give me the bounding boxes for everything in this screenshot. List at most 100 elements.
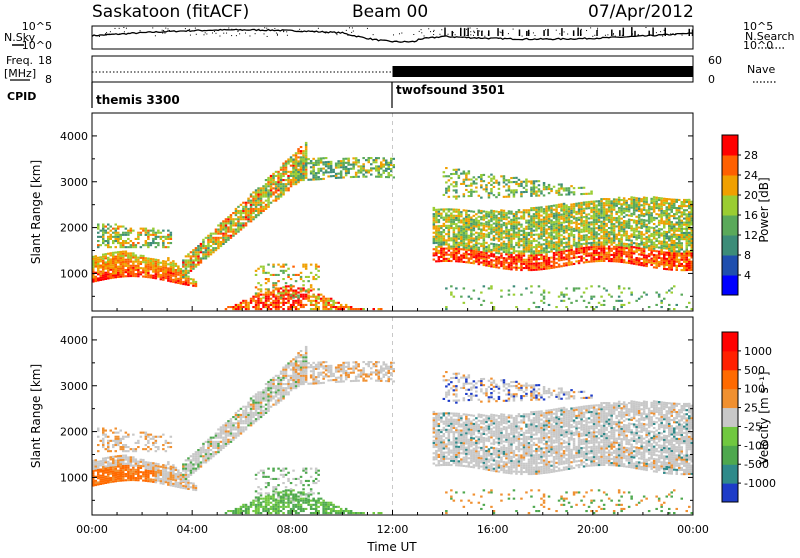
- heatmap-cell: [197, 251, 200, 253]
- heatmap-cell: [490, 263, 493, 265]
- heatmap-cell: [320, 159, 323, 161]
- heatmap-cell: [185, 268, 188, 270]
- heatmap-cell: [132, 252, 135, 254]
- heatmap-cell: [220, 233, 223, 235]
- heatmap-cell: [195, 257, 198, 259]
- heatmap-cell: [595, 237, 598, 239]
- heatmap-cell: [267, 202, 270, 204]
- noise-search-dot: [124, 33, 125, 34]
- heatmap-cell: [620, 228, 623, 230]
- heatmap-cell: [545, 228, 548, 230]
- heatmap-cell: [167, 238, 170, 240]
- heatmap-cell: [686, 215, 689, 217]
- heatmap-cell: [528, 242, 531, 244]
- noise-search-dot: [645, 27, 646, 28]
- heatmap-cell: [445, 219, 448, 221]
- heatmap-cell: [671, 207, 674, 209]
- heatmap-cell: [550, 240, 553, 242]
- heatmap-cell: [650, 214, 653, 216]
- heatmap-cell: [568, 206, 571, 208]
- heatmap-cell: [350, 176, 353, 178]
- heatmap-cell: [640, 241, 643, 243]
- heatmap-cell: [167, 234, 170, 236]
- heatmap-cell: [280, 287, 283, 289]
- heatmap-cell: [312, 288, 315, 290]
- heatmap-cell: [633, 203, 636, 205]
- noise-search-dot: [299, 29, 300, 30]
- heatmap-cell: [125, 240, 128, 242]
- heatmap-cell: [683, 255, 686, 257]
- heatmap-cell: [302, 158, 305, 160]
- heatmap-cell: [598, 200, 601, 202]
- heatmap-cell: [573, 234, 576, 236]
- heatmap-cell: [485, 254, 488, 256]
- heatmap-cell: [570, 253, 573, 255]
- heatmap-cell: [305, 177, 308, 179]
- heatmap-cell: [458, 244, 461, 246]
- heatmap-cell: [190, 251, 193, 253]
- heatmap-cell: [686, 236, 689, 238]
- heatmap-cell: [443, 250, 446, 252]
- heatmap-cell: [152, 262, 155, 264]
- heatmap-cell: [380, 308, 383, 310]
- heatmap-cell: [648, 306, 651, 308]
- heatmap-cell: [267, 204, 270, 206]
- heatmap-cell: [563, 248, 566, 250]
- heatmap-cell: [560, 259, 563, 261]
- heatmap-cell: [673, 230, 676, 232]
- heatmap-cell: [455, 196, 458, 198]
- heatmap-cell: [285, 292, 288, 294]
- heatmap-cell: [247, 220, 250, 222]
- heatmap-cell: [257, 288, 260, 290]
- heatmap-cell: [470, 221, 473, 223]
- heatmap-cell: [635, 236, 638, 238]
- heatmap-cell: [688, 263, 691, 265]
- heatmap-cell: [666, 237, 669, 239]
- heatmap-cell: [207, 239, 210, 241]
- heatmap-cell: [598, 202, 601, 204]
- heatmap-cell: [535, 263, 538, 265]
- heatmap-cell: [445, 208, 448, 210]
- heatmap-cell: [548, 259, 551, 261]
- heatmap-cell: [565, 262, 568, 264]
- heatmap-cell: [105, 276, 108, 278]
- heatmap-cell: [568, 212, 571, 214]
- heatmap-cell: [660, 212, 663, 214]
- heatmap-cell: [157, 272, 160, 274]
- heatmap-cell: [317, 172, 320, 174]
- heatmap-cell: [633, 209, 636, 211]
- heatmap-cell: [573, 251, 576, 253]
- heatmap-cell: [237, 218, 240, 220]
- heatmap-cell: [668, 221, 671, 223]
- heatmap-cell: [383, 157, 386, 159]
- heatmap-cell: [530, 232, 533, 234]
- heatmap-cell: [668, 290, 671, 292]
- heatmap-cell: [563, 219, 566, 221]
- heatmap-cell: [563, 207, 566, 209]
- heatmap-cell: [245, 224, 248, 226]
- heatmap-cell: [337, 308, 340, 310]
- heatmap-cell: [140, 228, 143, 230]
- heatmap-cell: [207, 253, 210, 255]
- heatmap-cell: [485, 242, 488, 244]
- heatmap-cell: [297, 297, 300, 299]
- heatmap-cell: [155, 273, 158, 275]
- heatmap-cell: [167, 259, 170, 261]
- heatmap-cell: [445, 192, 448, 194]
- heatmap-cell: [488, 222, 491, 224]
- heatmap-cell: [686, 205, 689, 207]
- heatmap-cell: [490, 178, 493, 180]
- heatmap-cell: [663, 214, 666, 216]
- heatmap-cell: [533, 189, 536, 191]
- heatmap-cell: [653, 262, 656, 264]
- heatmap-cell: [252, 204, 255, 206]
- heatmap-cell: [160, 276, 163, 278]
- heatmap-cell: [440, 254, 443, 256]
- heatmap-cell: [686, 306, 689, 308]
- heatmap-cell: [257, 268, 260, 270]
- heatmap-cell: [550, 230, 553, 232]
- heatmap-cell: [300, 158, 303, 160]
- heatmap-cell: [608, 235, 611, 237]
- heatmap-cell: [603, 248, 606, 250]
- heatmap-cell: [683, 257, 686, 259]
